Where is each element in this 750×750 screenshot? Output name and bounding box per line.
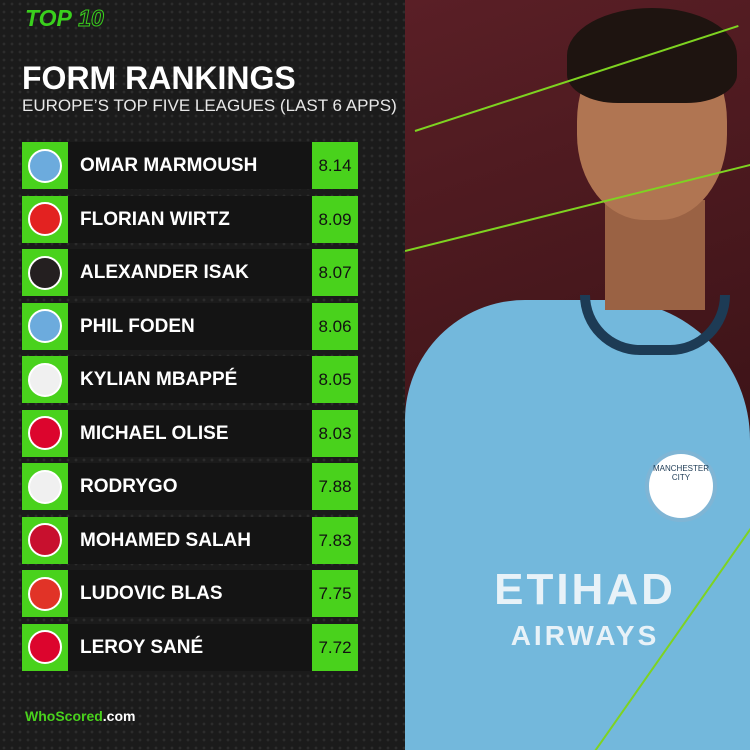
club-badge [22,516,68,564]
player-name: RODRYGO [68,463,312,510]
player-name: MICHAEL OLISE [68,409,312,457]
club-badge [22,195,68,243]
rating-value: 8.06 [312,302,358,350]
player-name: KYLIAN MBAPPÉ [68,356,312,403]
newcastle-united-crest-icon [28,255,62,290]
rating-value: 8.03 [312,409,358,457]
player-name: PHIL FODEN [68,302,312,350]
player-name: LEROY SANÉ [68,623,312,671]
player-name: MOHAMED SALAH [68,516,312,564]
ranking-row: OMAR MARMOUSH 8.14 [22,142,358,189]
real-madrid-crest-icon [28,362,62,397]
crest-text: MANCHESTER CITY [652,464,709,482]
manchester-city-crest-icon [28,148,62,183]
shirt [405,300,750,750]
bayern-munich-crest-icon [28,630,62,664]
sponsor-text: ETIHAD [494,565,676,614]
hair [567,8,737,103]
ranking-row: MICHAEL OLISE 8.03 [22,409,358,457]
club-badge [22,623,68,671]
club-badge [22,356,68,403]
club-crest-icon: MANCHESTER CITY [645,450,717,522]
liverpool-crest-icon [28,523,62,557]
stade-rennais-crest-icon [28,576,62,611]
rating-value: 8.05 [312,356,358,403]
rating-value: 8.07 [312,249,358,296]
player-name: OMAR MARMOUSH [68,142,312,189]
top-label: TOP 10 [25,5,104,32]
ranking-row: RODRYGO 7.88 [22,463,358,510]
player-name: FLORIAN WIRTZ [68,195,312,243]
player-photo: MANCHESTER CITY ETIHAD AIRWAYS [405,0,750,750]
rating-value: 7.75 [312,570,358,617]
club-badge [22,409,68,457]
rating-value: 7.88 [312,463,358,510]
player-name: LUDOVIC BLAS [68,570,312,617]
rating-value: 8.14 [312,142,358,189]
ranking-row: MOHAMED SALAH 7.83 [22,516,358,564]
real-madrid-crest-icon [28,469,62,504]
bayer-leverkusen-crest-icon [28,202,62,236]
club-badge [22,570,68,617]
club-badge [22,463,68,510]
ranking-row: ALEXANDER ISAK 8.07 [22,249,358,296]
ranking-row: PHIL FODEN 8.06 [22,302,358,350]
ranking-row: LUDOVIC BLAS 7.75 [22,570,358,617]
ranking-row: FLORIAN WIRTZ 8.09 [22,195,358,243]
manchester-city-crest-icon [28,309,62,343]
ranking-row: KYLIAN MBAPPÉ 8.05 [22,356,358,403]
club-badge [22,302,68,350]
subtitle: EUROPE’S TOP FIVE LEAGUES (LAST 6 APPS) [22,96,397,115]
whoscored-logo: WhoScored.com [25,708,136,724]
club-badge [22,142,68,189]
sponsor-text-2: AIRWAYS [510,620,660,651]
club-badge [22,249,68,296]
page-title: FORM RANKINGS [22,60,296,96]
rating-value: 7.83 [312,516,358,564]
rating-value: 7.72 [312,623,358,671]
rating-value: 8.09 [312,195,358,243]
ranking-row: LEROY SANÉ 7.72 [22,623,358,671]
player-name: ALEXANDER ISAK [68,249,312,296]
bayern-munich-crest-icon [28,416,62,450]
